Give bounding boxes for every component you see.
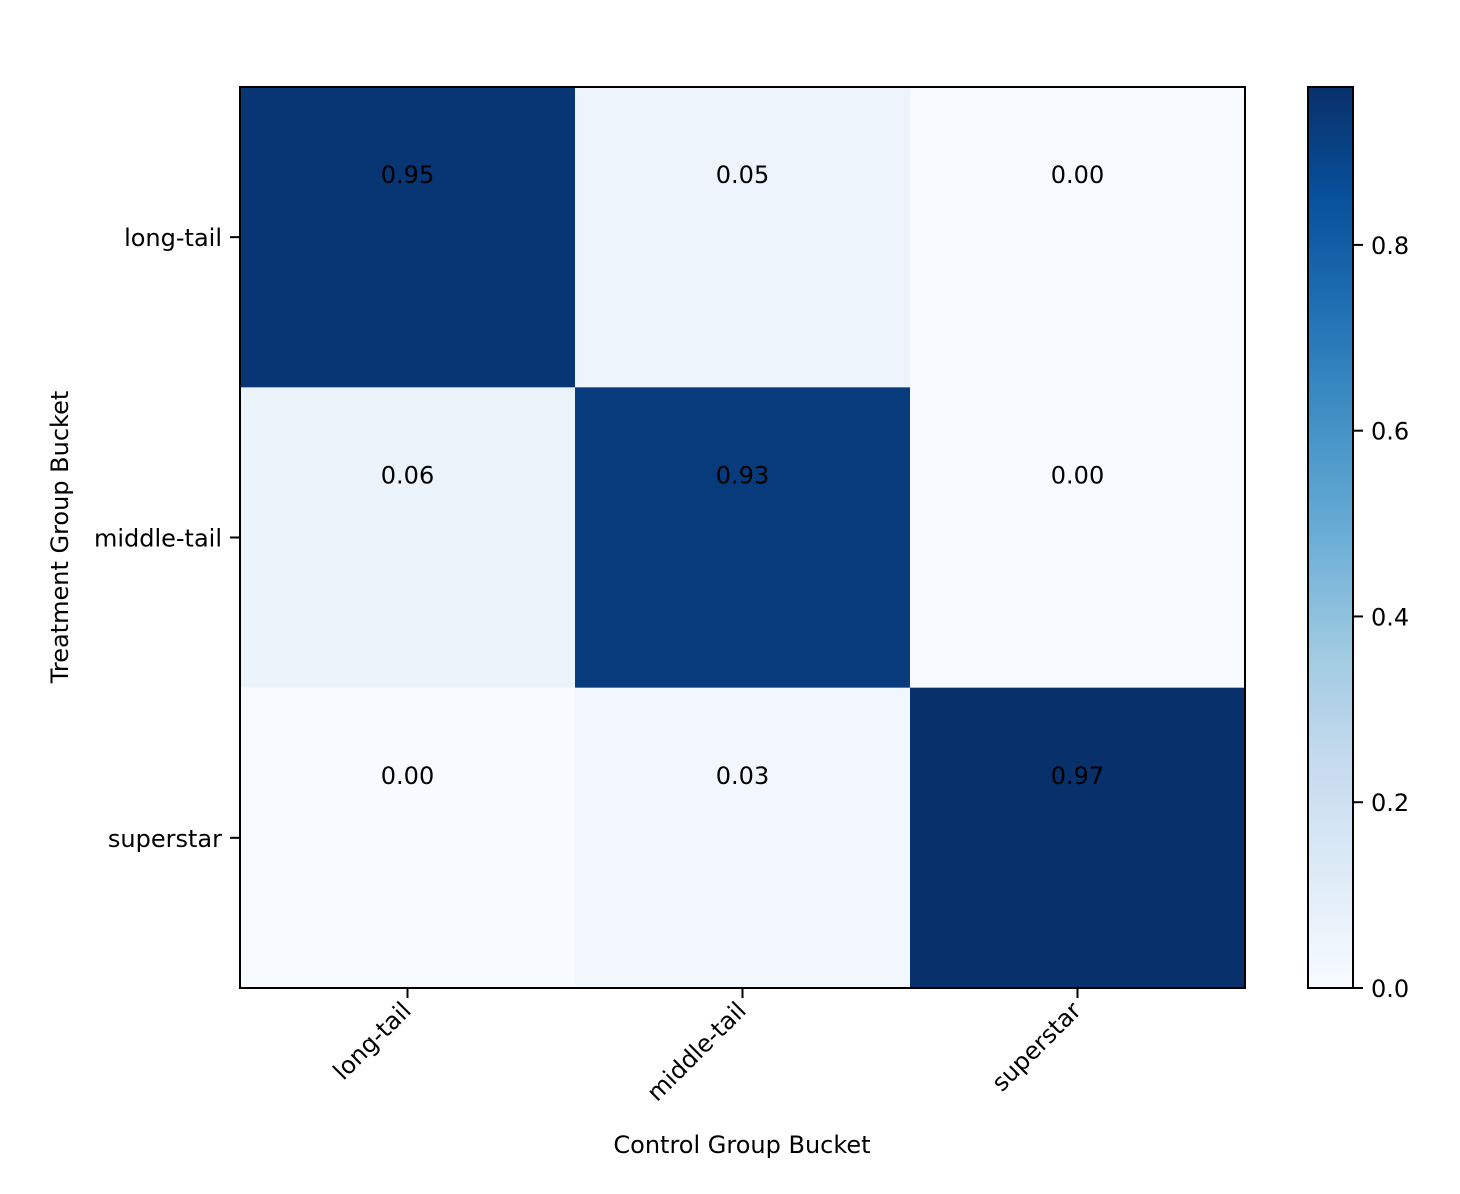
y-tick-label: long-tail bbox=[124, 224, 222, 252]
heatmap-cell-long-tail-long-tail bbox=[240, 87, 576, 388]
heatmap-cell-middle-tail-long-tail bbox=[240, 387, 576, 689]
colorbar bbox=[1307, 86, 1354, 989]
colorbar-ticks: 0.0 0.2 0.4 0.6 0.8 bbox=[1353, 232, 1409, 1003]
cell-value-label: 0.00 bbox=[381, 762, 434, 790]
y-axis-label: Treatment Group Bucket bbox=[46, 391, 74, 685]
cell-value-label: 0.05 bbox=[716, 161, 769, 189]
cell-value-labels: 0.95 0.05 0.00 0.06 0.93 0.00 0.00 0.03 0.97 bbox=[381, 161, 1104, 790]
colorbar-tick-label: 0.4 bbox=[1371, 603, 1409, 631]
heatmap-cell-long-tail-middle-tail bbox=[575, 87, 911, 388]
cell-value-label: 0.97 bbox=[1051, 762, 1104, 790]
y-tick-label: middle-tail bbox=[94, 525, 222, 553]
x-axis-label: Control Group Bucket bbox=[613, 1131, 870, 1159]
heatmap-cell-long-tail-superstar bbox=[910, 87, 1246, 388]
x-tick-label: superstar bbox=[986, 996, 1087, 1097]
heatmap-cell-middle-tail-superstar bbox=[910, 387, 1246, 689]
heatmap-cell-superstar-middle-tail bbox=[575, 687, 911, 989]
cell-value-label: 0.00 bbox=[1051, 161, 1104, 189]
x-tick-label: long-tail bbox=[328, 996, 417, 1085]
cell-value-label: 0.03 bbox=[716, 762, 769, 790]
heatmap-cells bbox=[240, 87, 1246, 989]
heatmap-cell-middle-tail-middle-tail bbox=[575, 387, 911, 689]
colorbar-tick-label: 0.0 bbox=[1371, 975, 1409, 1003]
cell-value-label: 0.95 bbox=[381, 161, 434, 189]
colorbar-tick-label: 0.8 bbox=[1371, 232, 1409, 260]
x-tick-label: middle-tail bbox=[641, 996, 751, 1106]
colorbar-tick-label: 0.2 bbox=[1371, 789, 1409, 817]
cell-value-label: 0.00 bbox=[1051, 462, 1104, 490]
heatmap-cell-superstar-long-tail bbox=[240, 687, 576, 989]
colorbar-tick-label: 0.6 bbox=[1371, 418, 1409, 446]
y-tick-label: superstar bbox=[108, 825, 222, 853]
y-axis-ticks: long-tail middle-tail superstar bbox=[94, 224, 240, 853]
cell-value-label: 0.06 bbox=[381, 462, 434, 490]
heatmap-cell-superstar-superstar bbox=[910, 687, 1246, 989]
cell-value-label: 0.93 bbox=[716, 462, 769, 490]
x-axis-ticks: long-tail middle-tail superstar bbox=[328, 988, 1087, 1107]
